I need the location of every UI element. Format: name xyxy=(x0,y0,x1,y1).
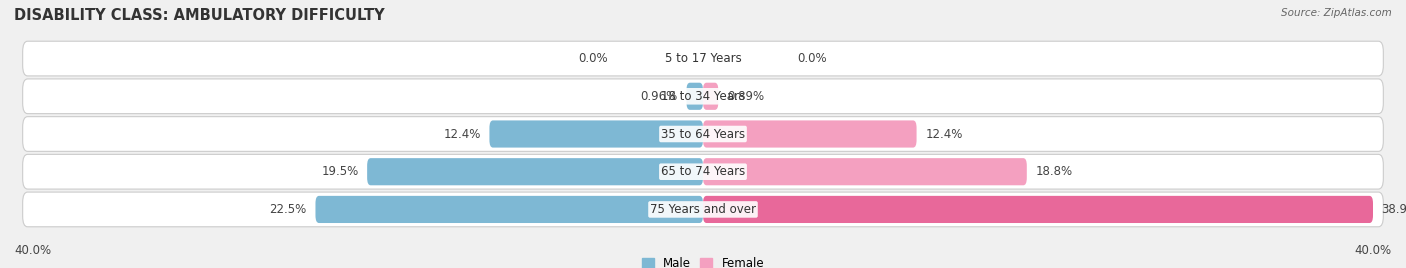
FancyBboxPatch shape xyxy=(367,158,703,185)
FancyBboxPatch shape xyxy=(22,154,1384,189)
FancyBboxPatch shape xyxy=(315,196,703,223)
Text: 0.0%: 0.0% xyxy=(797,52,827,65)
Text: 12.4%: 12.4% xyxy=(443,128,481,140)
Text: Source: ZipAtlas.com: Source: ZipAtlas.com xyxy=(1281,8,1392,18)
Text: DISABILITY CLASS: AMBULATORY DIFFICULTY: DISABILITY CLASS: AMBULATORY DIFFICULTY xyxy=(14,8,385,23)
Text: 40.0%: 40.0% xyxy=(1355,244,1392,257)
FancyBboxPatch shape xyxy=(703,196,1374,223)
Text: 22.5%: 22.5% xyxy=(270,203,307,216)
Text: 65 to 74 Years: 65 to 74 Years xyxy=(661,165,745,178)
Text: 35 to 64 Years: 35 to 64 Years xyxy=(661,128,745,140)
Text: 38.9%: 38.9% xyxy=(1382,203,1406,216)
FancyBboxPatch shape xyxy=(22,192,1384,227)
FancyBboxPatch shape xyxy=(703,83,718,110)
Text: 40.0%: 40.0% xyxy=(14,244,51,257)
Text: 0.96%: 0.96% xyxy=(641,90,678,103)
FancyBboxPatch shape xyxy=(22,117,1384,151)
Text: 19.5%: 19.5% xyxy=(322,165,359,178)
Text: 75 Years and over: 75 Years and over xyxy=(650,203,756,216)
FancyBboxPatch shape xyxy=(686,83,703,110)
Text: 18 to 34 Years: 18 to 34 Years xyxy=(661,90,745,103)
Text: 0.0%: 0.0% xyxy=(579,52,609,65)
FancyBboxPatch shape xyxy=(703,158,1026,185)
FancyBboxPatch shape xyxy=(22,41,1384,76)
Legend: Male, Female: Male, Female xyxy=(637,252,769,268)
Text: 0.89%: 0.89% xyxy=(727,90,763,103)
Text: 18.8%: 18.8% xyxy=(1035,165,1073,178)
FancyBboxPatch shape xyxy=(22,79,1384,114)
FancyBboxPatch shape xyxy=(489,120,703,148)
FancyBboxPatch shape xyxy=(703,120,917,148)
Text: 12.4%: 12.4% xyxy=(925,128,963,140)
Text: 5 to 17 Years: 5 to 17 Years xyxy=(665,52,741,65)
